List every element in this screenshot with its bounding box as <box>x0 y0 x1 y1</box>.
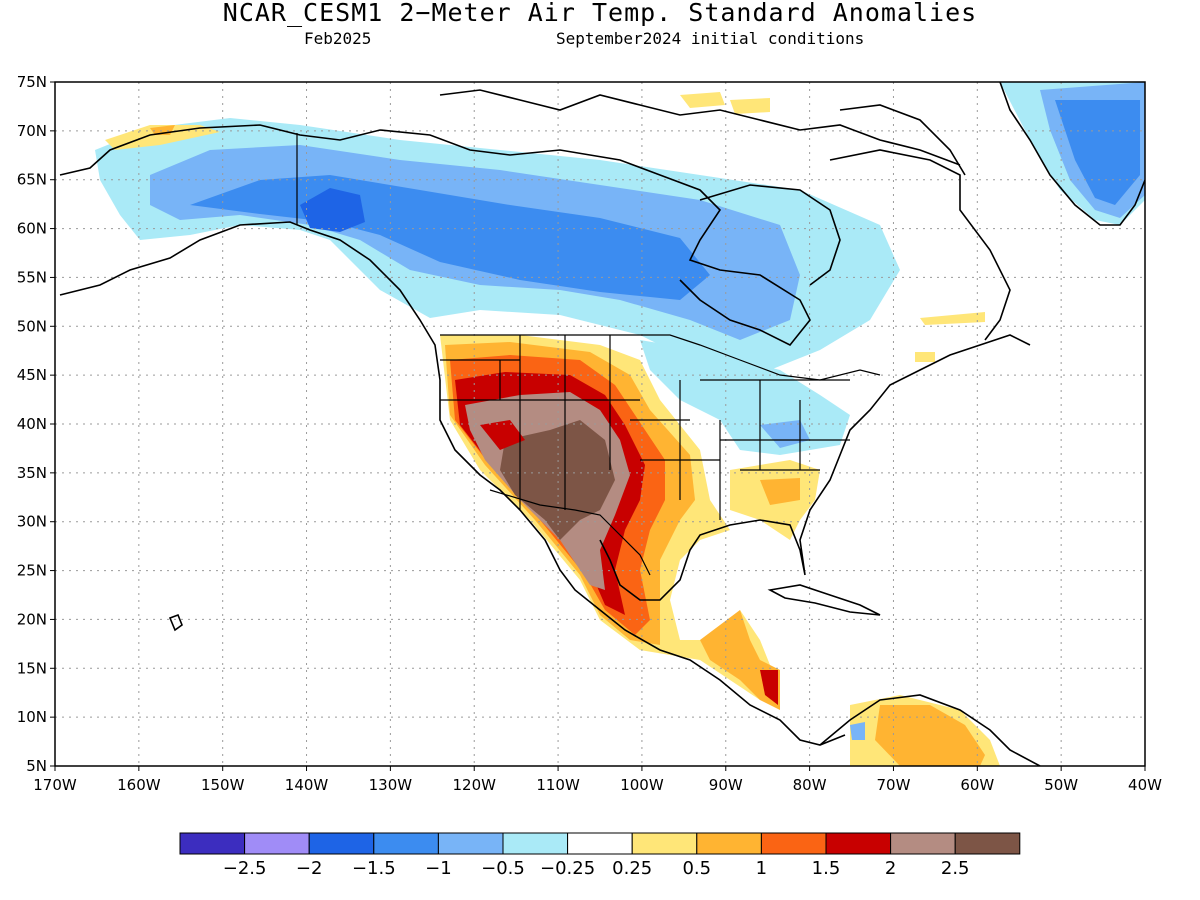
cuba-coastline <box>767 584 881 616</box>
colorbar-label: 1.5 <box>812 858 841 879</box>
colorbar-swatch <box>179 832 246 855</box>
warm-anomaly-region <box>915 352 935 362</box>
colorbar-label: −1.5 <box>352 858 396 879</box>
colorbar-label: −0.5 <box>481 858 525 879</box>
lon-label: 50W <box>1044 776 1078 794</box>
labrador-coastline <box>829 149 1011 341</box>
colorbar-swatch <box>244 832 310 855</box>
colorbar-swatch <box>696 832 762 855</box>
colorbar-label: −0.25 <box>540 858 595 879</box>
lat-label: 5N <box>26 757 47 775</box>
strong-cold-anomaly-region <box>300 188 365 232</box>
political-boundaries <box>296 133 881 576</box>
lon-label: 140W <box>285 776 329 794</box>
colorbar-label: −2.5 <box>223 858 267 879</box>
lat-label: 10N <box>17 708 47 726</box>
longitude-labels: 170W 160W 150W 140W 130W 120W 110W 100W 90W 80W 70… <box>33 766 1162 794</box>
lon-label: 150W <box>201 776 245 794</box>
map-title: NCAR_CESM1 2−Meter Air Temp. Standard An… <box>222 0 978 27</box>
lat-label: 25N <box>17 562 47 580</box>
colorbar <box>179 832 1021 855</box>
hawaii-island <box>168 613 183 632</box>
colorbar-label: −2 <box>296 858 323 879</box>
anomaly-fields <box>95 82 1145 766</box>
lat-label: 40N <box>17 415 47 433</box>
colorbar-swatch <box>373 832 439 855</box>
greenland-cold-anomaly <box>1055 100 1140 205</box>
arctic-coastline <box>59 124 811 347</box>
greenland-coastline <box>999 82 1145 226</box>
colorbar-label: 0.25 <box>612 858 652 879</box>
colorbar-swatch <box>308 832 375 855</box>
colorbar-label: 1 <box>756 858 767 879</box>
cold-anomaly-region <box>760 420 810 448</box>
lat-label: 30N <box>17 513 47 531</box>
us-mexico-border <box>489 489 651 576</box>
lon-label: 90W <box>709 776 743 794</box>
lat-label: 45N <box>17 366 47 384</box>
lon-label: 120W <box>452 776 496 794</box>
north-america-coastline <box>59 221 846 746</box>
us-canada-border <box>440 334 881 381</box>
lon-label: 70W <box>877 776 911 794</box>
colorbar-swatch <box>567 832 633 855</box>
warm-anomaly-region <box>920 312 985 325</box>
lon-label: 160W <box>117 776 161 794</box>
colorbar-swatch <box>760 832 827 855</box>
warm-anomaly-region <box>700 610 780 710</box>
lat-label: 15N <box>17 659 47 677</box>
colorbar-swatch <box>631 832 698 855</box>
cold-anomaly-region <box>850 722 865 740</box>
colorbar-label: 2.5 <box>941 858 970 879</box>
colorbar-label: 2 <box>885 858 896 879</box>
extreme-warm-anomaly-region <box>500 420 615 540</box>
colorbar-label: −1 <box>425 858 452 879</box>
strong-warm-anomaly-region <box>480 420 525 450</box>
lon-label: 130W <box>369 776 413 794</box>
colorbar-labels: −2.5 −2 −1.5 −1 −0.5 −0.25 0.25 0.5 1 1.5 2 2.5 <box>223 858 970 879</box>
baffin-coastline <box>839 104 966 176</box>
lat-lon-gridlines <box>55 82 1145 766</box>
lat-label: 65N <box>17 171 47 189</box>
lon-label: 110W <box>536 776 580 794</box>
latitude-labels: 75N 70N 65N 60N 55N 50N 45N 40N 35N 30N 25N 20N 15N 1… <box>17 73 55 775</box>
warm-anomaly-region <box>760 478 800 505</box>
coastlines <box>59 82 1145 766</box>
colorbar-swatch <box>502 832 569 855</box>
initial-conditions-label: September2024 initial conditions <box>556 29 865 48</box>
colorbar-swatch <box>890 832 956 855</box>
lat-label: 70N <box>17 122 47 140</box>
colorbar-swatch <box>825 832 892 855</box>
warm-anomaly-region <box>680 92 725 108</box>
valid-month-label: Feb2025 <box>304 29 372 48</box>
south-america-coastline <box>819 694 1041 766</box>
lat-label: 55N <box>17 268 47 286</box>
lon-label: 100W <box>620 776 664 794</box>
lon-label: 40W <box>1128 776 1162 794</box>
colorbar-label: 0.5 <box>682 858 711 879</box>
lat-label: 60N <box>17 220 47 238</box>
warm-anomaly-region <box>730 98 770 114</box>
colorbar-swatch <box>954 832 1021 855</box>
lon-label: 60W <box>960 776 994 794</box>
lat-label: 50N <box>17 317 47 335</box>
lat-label: 20N <box>17 610 47 628</box>
arctic-islands-coastline <box>439 89 961 166</box>
warm-anomaly-region <box>875 705 985 766</box>
us-state-boundaries <box>440 335 850 520</box>
hudson-bay-coastline <box>699 184 841 286</box>
colorbar-swatch <box>437 832 504 855</box>
lon-label: 170W <box>33 776 77 794</box>
strong-warm-anomaly-region <box>760 670 778 705</box>
gulf-coastline <box>599 334 1031 601</box>
lat-label: 35N <box>17 464 47 482</box>
lat-label: 75N <box>17 73 47 91</box>
lon-label: 80W <box>793 776 827 794</box>
